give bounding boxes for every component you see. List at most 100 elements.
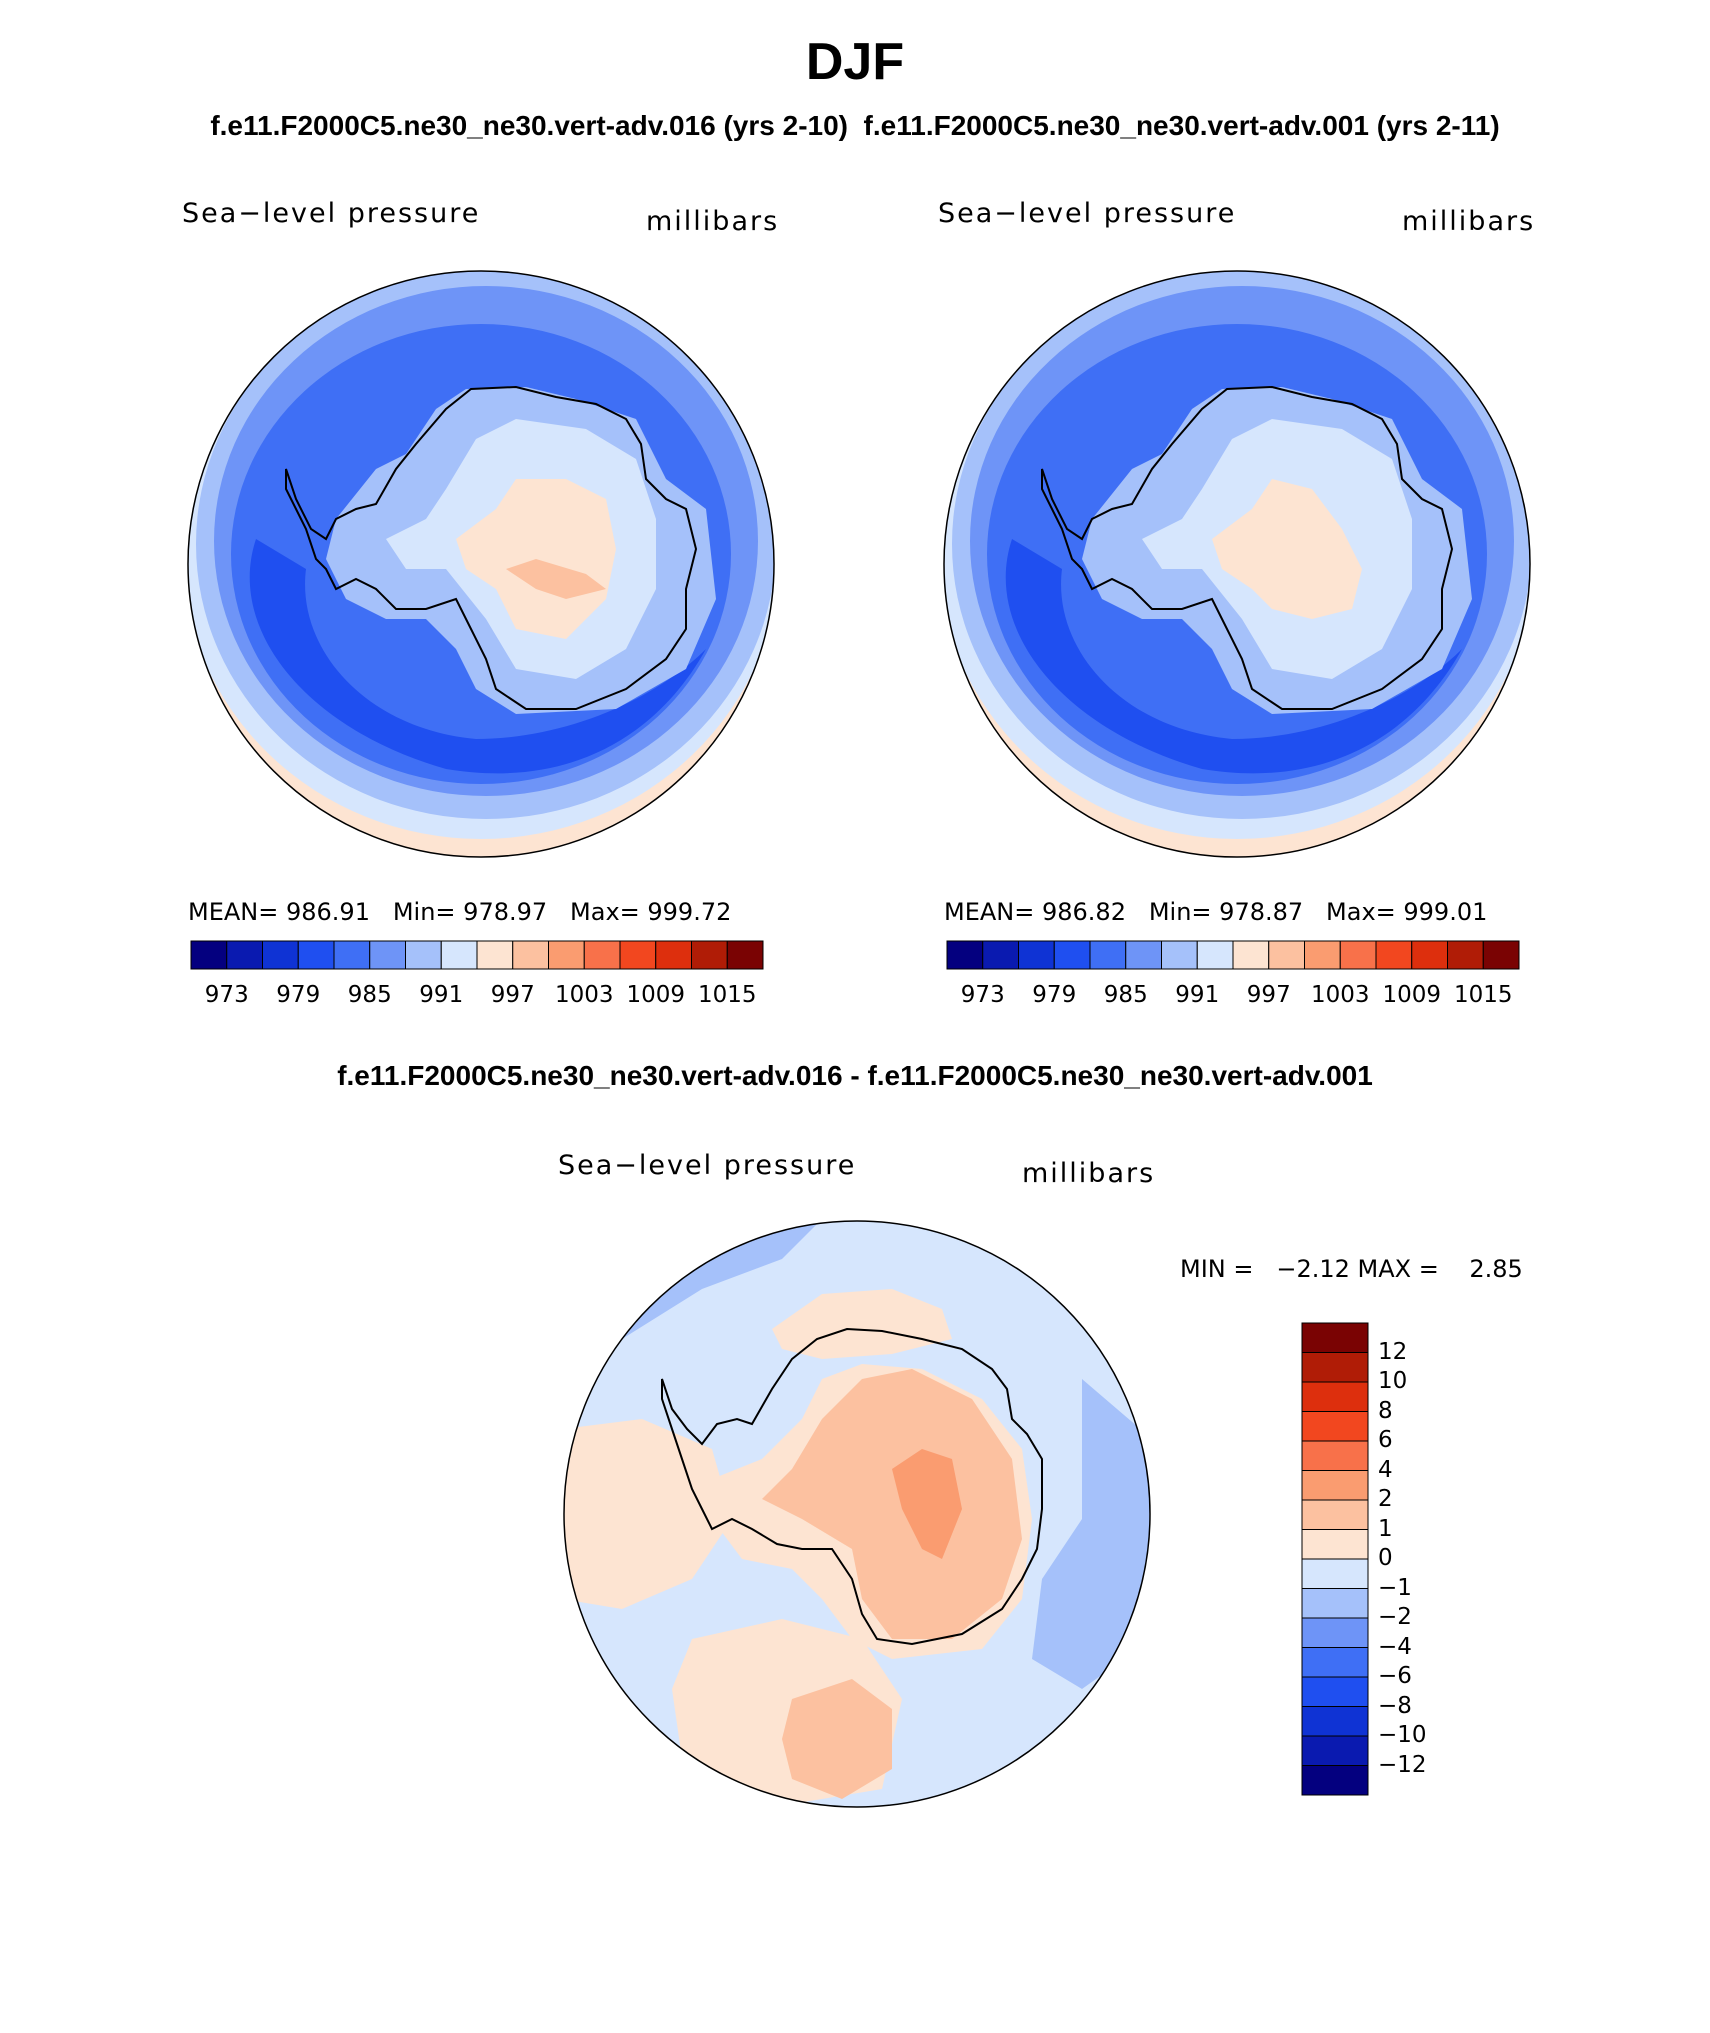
colorbar-tick-label: 2 (1378, 1486, 1393, 1512)
colorbar-cell (1375, 940, 1413, 970)
colorbar-tick-label: 1015 (1453, 982, 1513, 1008)
colorbar-cell (1196, 940, 1234, 970)
colorbar-cell (1161, 940, 1198, 970)
panel2-antarctica-997 (1212, 479, 1362, 619)
colorbar-tick-label: 1015 (697, 982, 757, 1008)
colorbar-cell (1232, 940, 1270, 970)
panel1-variable-label: Sea−level pressure (182, 198, 481, 229)
colorbar-cell (1268, 940, 1305, 970)
colorbar-cell (1301, 1617, 1369, 1648)
colorbar-tick-label: 991 (1175, 982, 1220, 1008)
colorbar-tick-label: 973 (960, 982, 1005, 1008)
panel1-map (187, 270, 775, 858)
diff-colorbar (1301, 1322, 1369, 1796)
colorbar-cell (369, 940, 406, 970)
colorbar-tick-label: 8 (1378, 1397, 1393, 1424)
colorbar-cell (190, 940, 228, 970)
colorbar-cell (1301, 1529, 1369, 1560)
colorbar-tick-label: 6 (1378, 1427, 1393, 1453)
colorbar-cell (1339, 940, 1377, 970)
colorbar-cell (333, 940, 371, 970)
colorbar-cell (548, 940, 585, 970)
colorbar-cell (1301, 1499, 1369, 1530)
colorbar-cell (1301, 1647, 1369, 1678)
colorbar-tick-label: −2 (1378, 1604, 1412, 1630)
diff-band-pos-bottom-core (782, 1679, 892, 1799)
colorbar-cell (1301, 1470, 1369, 1501)
colorbar-cell (1301, 1411, 1369, 1442)
colorbar-cell (1301, 1558, 1369, 1589)
panel2-low-core (1005, 539, 1462, 774)
colorbar-cell (1301, 1735, 1369, 1766)
colorbar-tick-label: −8 (1378, 1692, 1412, 1719)
panel2-coastline (1041, 385, 1454, 710)
colorbar-cell (1411, 940, 1448, 970)
colorbar-tick-label: 0 (1378, 1545, 1393, 1571)
panel2-variable-label: Sea−level pressure (938, 198, 1237, 229)
colorbar-cell (583, 940, 621, 970)
colorbar-cell (226, 940, 263, 970)
colorbar-tick-label: 1003 (554, 982, 614, 1008)
panel2-stats: MEAN= 986.82 Min= 978.87 Max= 999.01 (944, 898, 1488, 926)
colorbar-tick-label: 1003 (1310, 982, 1370, 1008)
colorbar-cell (619, 940, 657, 970)
panel2-map (943, 270, 1531, 858)
diff-map (563, 1220, 1151, 1808)
colorbar-cell (405, 940, 442, 970)
diff-band-neg-topleft (622, 1221, 822, 1339)
colorbar-cell (1053, 940, 1091, 970)
colorbar-cell (1301, 1352, 1369, 1383)
colorbar-tick-label: −4 (1378, 1633, 1412, 1660)
diff-antarctica-2-4 (892, 1449, 962, 1559)
diff-coastline (661, 1327, 1043, 1646)
colorbar-cell (1301, 1381, 1369, 1412)
colorbar-tick-label: 979 (276, 982, 321, 1008)
colorbar-cell (726, 940, 764, 970)
colorbar-cell (1125, 940, 1162, 970)
colorbar-cell (1301, 1440, 1369, 1471)
colorbar-tick-label: 973 (204, 982, 249, 1008)
diff-units-label: millibars (1022, 1158, 1156, 1189)
colorbar-tick-label: 979 (1032, 982, 1077, 1008)
panel1-units-label: millibars (646, 206, 780, 237)
panel1-colorbar (190, 940, 764, 970)
colorbar-tick-label: 10 (1378, 1368, 1408, 1394)
colorbar-tick-label: 12 (1378, 1338, 1408, 1365)
colorbar-cell (691, 940, 728, 970)
diff-variable-label: Sea−level pressure (558, 1150, 857, 1181)
colorbar-tick-label: 4 (1378, 1456, 1393, 1483)
diff-band-pos-topcenter (772, 1289, 952, 1359)
colorbar-cell (1447, 940, 1484, 970)
colorbar-cell (655, 940, 692, 970)
panel1-stats: MEAN= 986.91 Min= 978.97 Max= 999.72 (188, 898, 732, 926)
colorbar-cell (982, 940, 1019, 970)
colorbar-tick-label: −12 (1378, 1751, 1427, 1778)
colorbar-tick-label: 997 (490, 982, 535, 1008)
colorbar-cell (1304, 940, 1341, 970)
colorbar-tick-label: −10 (1378, 1722, 1427, 1748)
diff-stats: MIN = −2.12 MAX = 2.85 (1180, 1255, 1523, 1283)
diff-subtitle: f.e11.F2000C5.ne30_ne30.vert-adv.016 - f… (337, 1060, 1373, 1091)
diff-band-neg-right (1032, 1379, 1150, 1689)
panel2-colorbar (946, 940, 1520, 970)
panel1-coastline (285, 385, 698, 710)
colorbar-cell (1482, 940, 1520, 970)
colorbar-tick-label: 1009 (626, 982, 686, 1008)
colorbar-tick-label: 985 (347, 982, 392, 1008)
panel1-low-core (249, 539, 706, 774)
colorbar-cell (1301, 1765, 1369, 1796)
colorbar-cell (297, 940, 335, 970)
panel2-units-label: millibars (1402, 206, 1536, 237)
colorbar-tick-label: 991 (419, 982, 464, 1008)
colorbar-cell (440, 940, 478, 970)
figure-title: DJF (805, 33, 905, 91)
panel1-antarctica-1000 (506, 559, 606, 599)
colorbar-tick-label: −6 (1378, 1663, 1412, 1689)
colorbar-cell (1301, 1676, 1369, 1707)
colorbar-tick-label: 985 (1103, 982, 1148, 1008)
colorbar-cell (1018, 940, 1055, 970)
colorbar-cell (476, 940, 514, 970)
colorbar-cell (1089, 940, 1127, 970)
colorbar-cell (512, 940, 549, 970)
diff-antarctica-1-2 (762, 1369, 1022, 1639)
